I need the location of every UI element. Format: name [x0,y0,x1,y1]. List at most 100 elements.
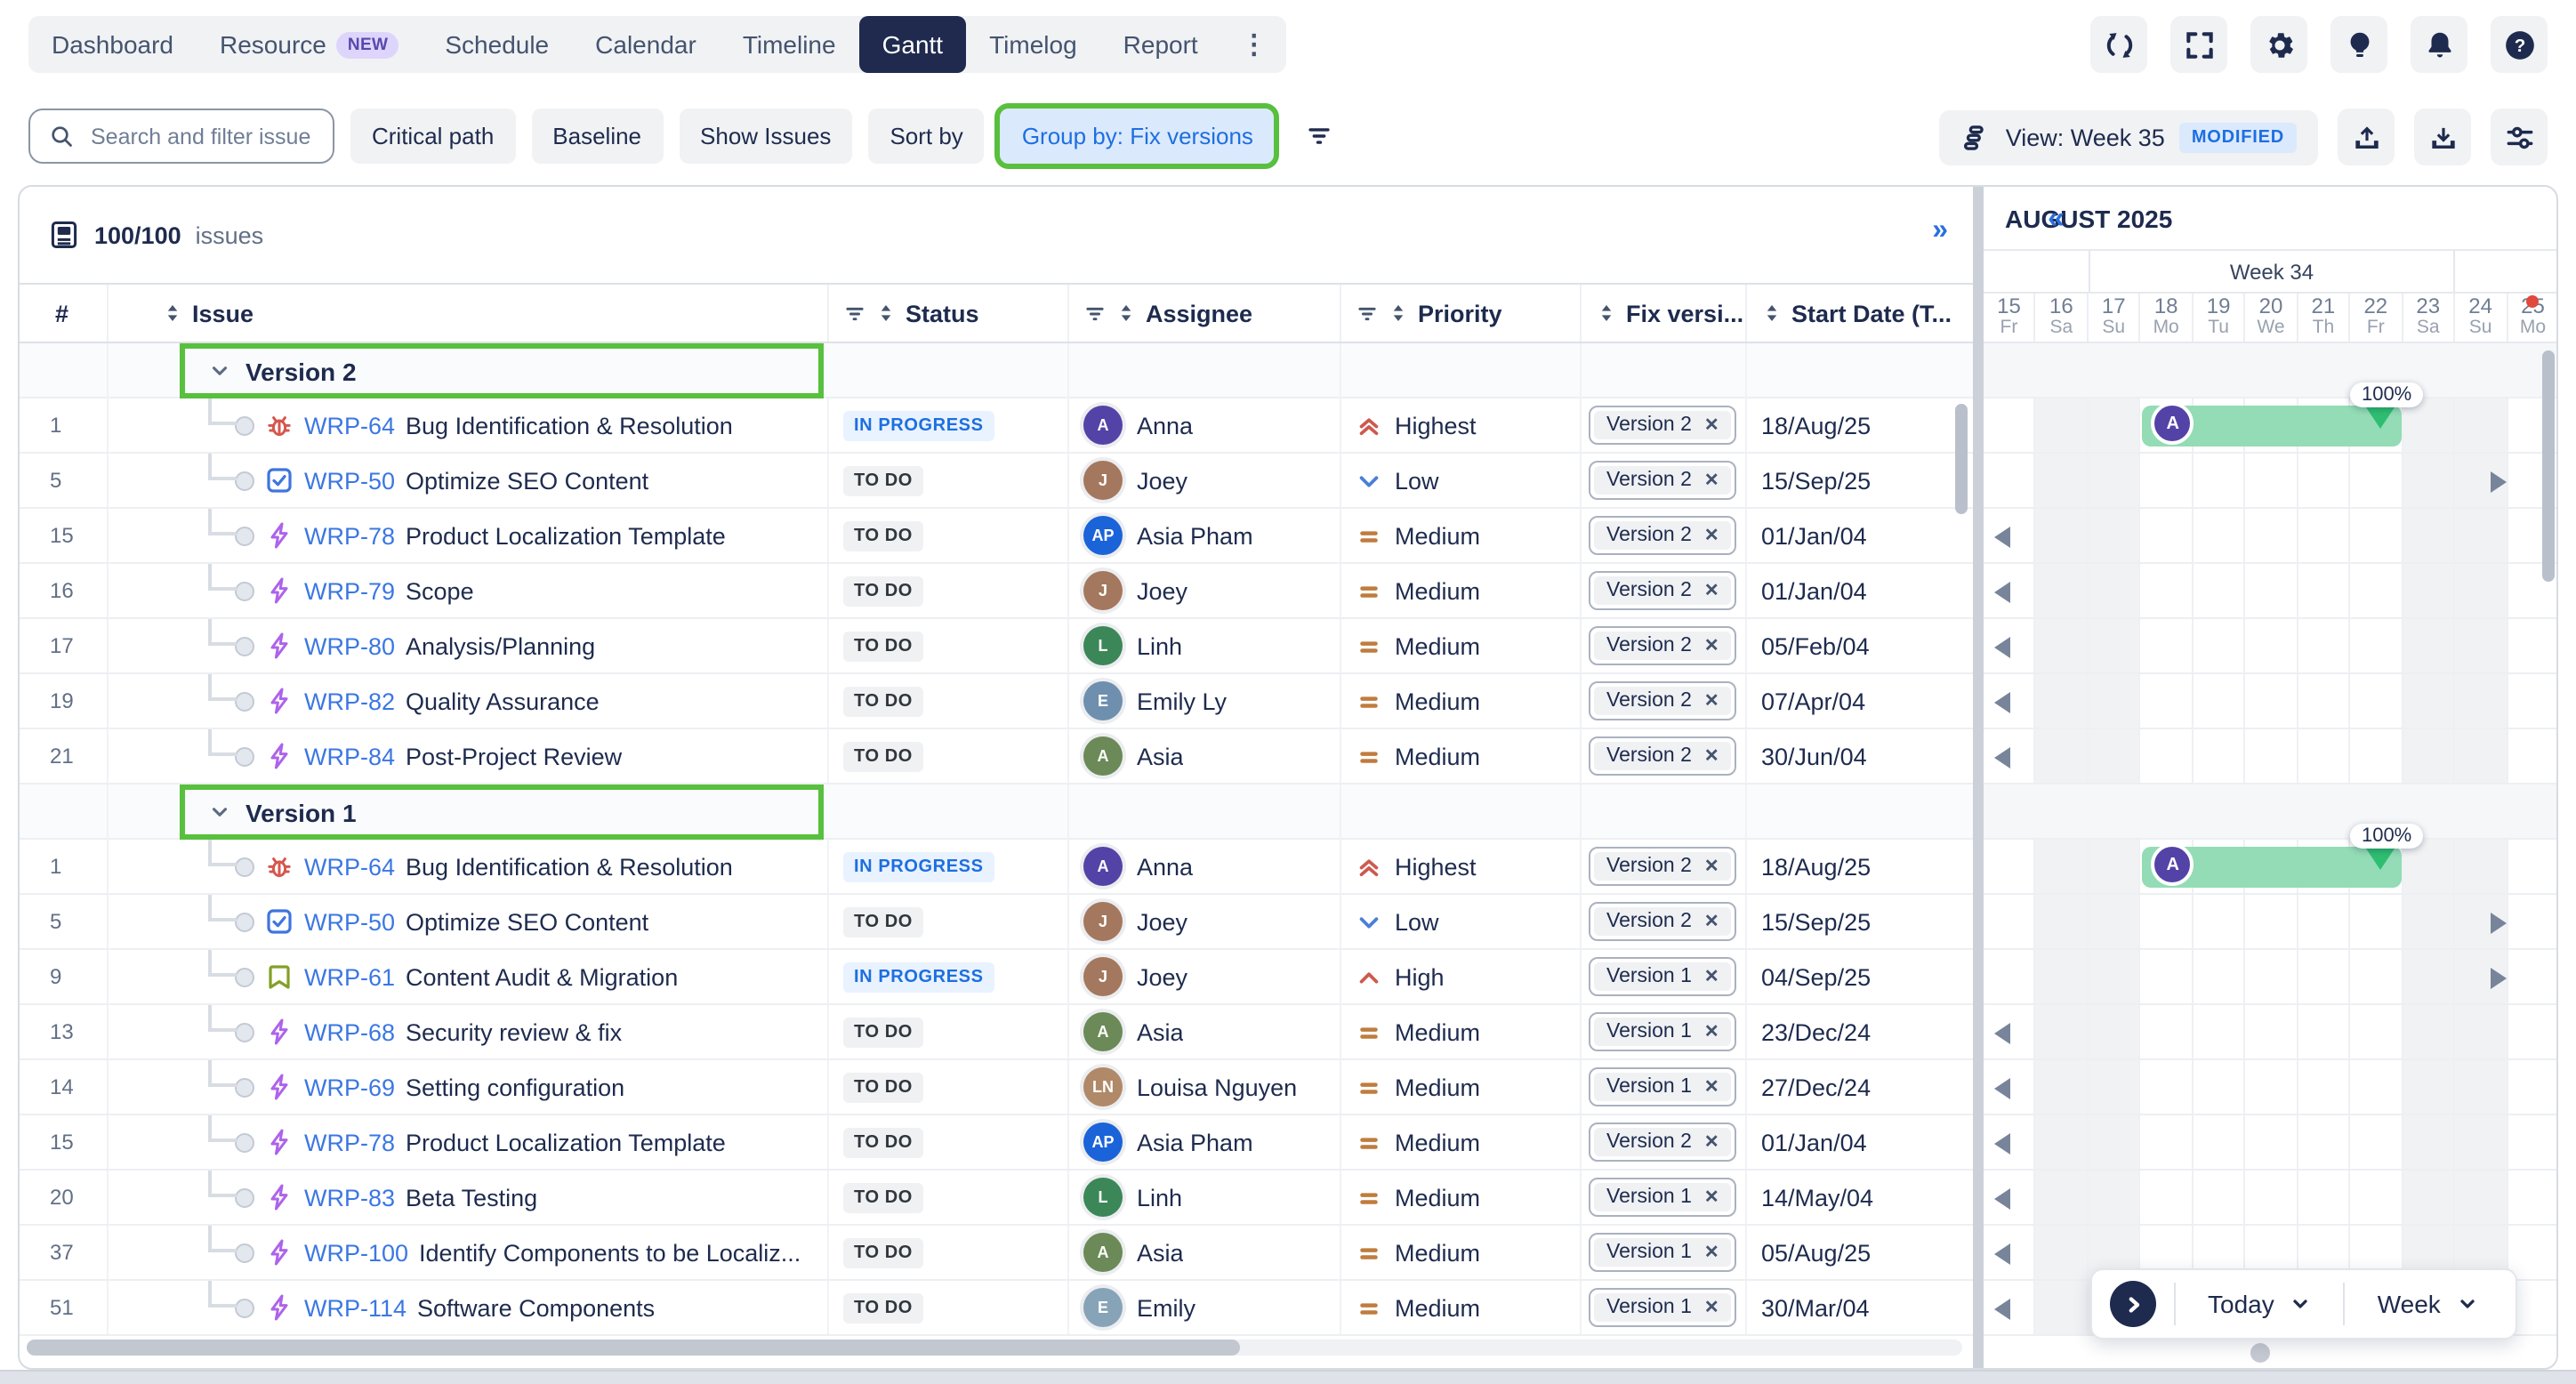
table-row-wrp-64[interactable]: 1 WRP-64 Bug Identification & Resolution IN… [20,840,1973,895]
fix-version-field[interactable]: Version 2 ✕ [1589,461,1737,500]
fix-version-field[interactable]: Version 1 ✕ [1589,1067,1737,1106]
gantt-row-wrp-50[interactable] [1984,895,2556,950]
issue-key-link[interactable]: WRP-80 [304,632,396,659]
fix-version-field[interactable]: Version 1 ✕ [1589,1012,1737,1051]
issue-key-link[interactable]: WRP-50 [304,908,396,935]
offscreen-left-arrow-icon[interactable] [1994,527,2010,548]
table-hscroll-thumb[interactable] [27,1340,1240,1356]
fix-version-field[interactable]: Version 2 ✕ [1589,406,1737,445]
offscreen-left-arrow-icon[interactable] [1994,1023,2010,1044]
nav-tab-timeline[interactable]: Timeline [720,16,859,73]
remove-version-icon[interactable]: ✕ [1703,1132,1719,1152]
nav-tab-gantt[interactable]: Gantt [858,16,967,73]
fix-version-field[interactable]: Version 2 ✕ [1589,847,1737,886]
gantt-row-wrp-64[interactable]: A 100% [1984,824,2556,895]
remove-version-icon[interactable]: ✕ [1703,1187,1719,1207]
issue-key-link[interactable]: WRP-78 [304,1129,396,1155]
offscreen-right-arrow-icon[interactable] [2491,968,2507,989]
search-input[interactable] [87,122,315,150]
remove-version-icon[interactable]: ✕ [1703,857,1719,876]
table-row-wrp-79[interactable]: 16 WRP-79 Scope TO DO J Joey Medium Version 2 ✕ 0… [20,564,1973,619]
page-bottom-scrollbar-track[interactable] [0,1370,2576,1384]
remove-version-icon[interactable]: ✕ [1703,1077,1719,1097]
column-header-fix-versi[interactable]: Fix versi... [1582,285,1747,342]
issue-key-link[interactable]: WRP-114 [304,1294,407,1321]
table-row-wrp-114[interactable]: 51 WRP-114 Software Components TO DO E Emily M… [20,1281,1973,1336]
group-header-version-2[interactable]: Version 2 [180,343,824,398]
column-header-assignee[interactable]: Assignee [1069,285,1341,342]
pane-resize-divider[interactable] [1973,187,1984,1368]
critical-path-button[interactable]: Critical path [350,109,516,164]
table-horizontal-scrollbar[interactable] [27,1340,1962,1356]
issue-key-link[interactable]: WRP-64 [304,853,396,880]
remove-version-icon[interactable]: ✕ [1703,636,1719,656]
offscreen-left-arrow-icon[interactable] [1994,1078,2010,1099]
gantt-row-wrp-69[interactable] [1984,1060,2556,1115]
sort-by-button[interactable]: Sort by [868,109,985,164]
table-row-wrp-50[interactable]: 5 WRP-50 Optimize SEO Content TO DO J Joey Low… [20,454,1973,509]
gantt-bar-wrp-64[interactable]: A 100% [2142,824,2423,888]
remove-version-icon[interactable]: ✕ [1703,912,1719,931]
fix-version-field[interactable]: Version 2 ✕ [1589,571,1737,610]
help-button[interactable]: ? [2491,16,2548,73]
search-box[interactable] [28,109,334,164]
sort-icon[interactable] [162,302,183,324]
offscreen-left-arrow-icon[interactable] [1994,582,2010,603]
sort-icon[interactable] [1596,302,1617,324]
gantt-vertical-scrollbar[interactable] [2542,350,2555,582]
remove-version-icon[interactable]: ✕ [1703,746,1719,766]
remove-version-icon[interactable]: ✕ [1703,526,1719,545]
settings-button[interactable] [2250,16,2307,73]
sync-button[interactable] [2090,16,2147,73]
table-row-wrp-84[interactable]: 21 WRP-84 Post-Project Review TO DO A Asia Med… [20,729,1973,785]
scroll-next-button[interactable] [2110,1281,2156,1327]
remove-version-icon[interactable]: ✕ [1703,691,1719,711]
sort-icon[interactable] [1115,302,1137,324]
table-row-wrp-83[interactable]: 20 WRP-83 Beta Testing TO DO L Linh Medium Vers… [20,1171,1973,1226]
column-header-status[interactable]: Status [829,285,1069,342]
fix-version-field[interactable]: Version 2 ✕ [1589,626,1737,665]
group-header-version-1[interactable]: Version 1 [180,785,824,840]
table-row-wrp-64[interactable]: 1 WRP-64 Bug Identification & Resolution IN… [20,398,1973,454]
issue-key-link[interactable]: WRP-50 [304,467,396,494]
nav-more-button[interactable]: ⋮ [1240,30,1268,60]
table-row-wrp-69[interactable]: 14 WRP-69 Setting configuration TO DO LN Loui… [20,1060,1973,1115]
table-row-wrp-68[interactable]: 13 WRP-68 Security review & fix TO DO A Asia M… [20,1005,1973,1060]
gantt-bar-wrp-64[interactable]: A 100% [2142,382,2423,447]
nav-tab-timelog[interactable]: Timelog [966,16,1100,73]
fix-version-field[interactable]: Version 2 ✕ [1589,681,1737,720]
column-header-start-date-t[interactable]: Start Date (T... [1747,285,1973,342]
issue-key-link[interactable]: WRP-61 [304,963,396,990]
remove-version-icon[interactable]: ✕ [1703,1022,1719,1042]
offscreen-left-arrow-icon[interactable] [1994,637,2010,658]
table-row-wrp-50[interactable]: 5 WRP-50 Optimize SEO Content TO DO J Joey Low… [20,895,1973,950]
gantt-row-wrp-80[interactable] [1984,619,2556,674]
fix-version-field[interactable]: Version 2 ✕ [1589,736,1737,776]
column-header-issue[interactable]: Issue [109,285,829,342]
fullscreen-button[interactable] [2170,16,2227,73]
nav-tab-resource[interactable]: Resource NEW [197,16,422,73]
filter-icon[interactable] [1356,302,1379,325]
filter-button[interactable] [1291,109,1348,164]
table-row-wrp-80[interactable]: 17 WRP-80 Analysis/Planning TO DO L Linh Mediu… [20,619,1973,674]
issue-key-link[interactable]: WRP-79 [304,577,396,604]
fix-version-field[interactable]: Version 1 ✕ [1589,1288,1737,1327]
show-issues-button[interactable]: Show Issues [679,109,853,164]
today-dropdown[interactable]: Today [2194,1290,2326,1318]
offscreen-right-arrow-icon[interactable] [2491,913,2507,934]
fix-version-field[interactable]: Version 2 ✕ [1589,516,1737,555]
sort-icon[interactable] [1388,302,1409,324]
issue-key-link[interactable]: WRP-64 [304,412,396,439]
offscreen-left-arrow-icon[interactable] [1994,1299,2010,1320]
table-row-wrp-100[interactable]: 37 WRP-100 Identify Components to be Local… [20,1226,1973,1281]
issue-key-link[interactable]: WRP-78 [304,522,396,549]
offscreen-right-arrow-icon[interactable] [2491,471,2507,493]
expand-columns-chevron-icon[interactable]: » [1932,215,1948,245]
gantt-hscroll-thumb[interactable] [2250,1343,2270,1363]
gantt-row-wrp-64[interactable]: A 100% [1984,382,2556,454]
nav-tab-schedule[interactable]: Schedule [422,16,572,73]
fix-version-field[interactable]: Version 2 ✕ [1589,902,1737,941]
offscreen-left-arrow-icon[interactable] [1994,692,2010,713]
issue-key-link[interactable]: WRP-100 [304,1239,409,1266]
remove-version-icon[interactable]: ✕ [1703,1243,1719,1262]
